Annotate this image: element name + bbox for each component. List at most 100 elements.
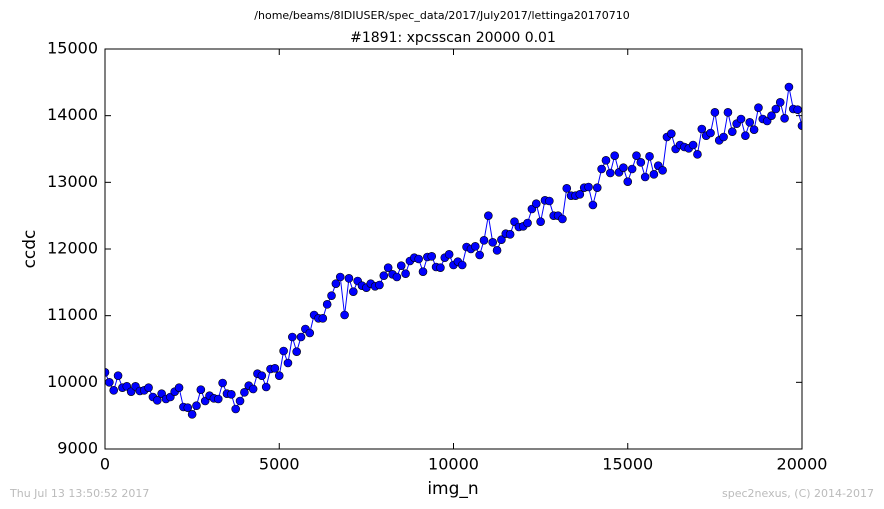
data-point — [196, 385, 206, 394]
data-point — [192, 401, 201, 410]
data-point — [636, 158, 646, 167]
data-point — [292, 347, 301, 356]
data-point — [235, 396, 245, 406]
data-point — [340, 310, 349, 320]
data-point — [261, 382, 271, 392]
data-point — [248, 384, 258, 394]
data-point — [414, 254, 423, 264]
data-point — [383, 263, 393, 272]
data-point — [584, 182, 593, 192]
footer-right: spec2nexus, (C) 2014-2017 — [722, 487, 874, 500]
data-point — [606, 168, 615, 178]
data-point — [335, 272, 345, 282]
data-point — [436, 263, 445, 272]
data-point — [767, 111, 776, 120]
data-point — [741, 131, 750, 140]
data-point — [658, 166, 667, 175]
data-point — [645, 152, 654, 161]
data-point — [558, 214, 567, 224]
data-point — [797, 121, 802, 130]
data-point — [775, 98, 785, 107]
data-point — [640, 172, 650, 182]
data-point — [144, 383, 153, 392]
data-point — [105, 368, 110, 377]
data-point — [706, 128, 715, 138]
data-point — [227, 390, 236, 399]
data-point — [444, 250, 454, 259]
data-point — [793, 105, 802, 114]
data-point — [283, 358, 293, 368]
data-point — [470, 242, 480, 251]
data-point — [627, 164, 637, 174]
data-point — [174, 383, 184, 392]
y-tick-label: 12000 — [47, 239, 98, 258]
data-point — [754, 103, 763, 112]
data-point — [109, 386, 119, 395]
data-point — [632, 151, 641, 160]
data-point — [274, 371, 284, 380]
x-tick-label: 0 — [100, 455, 110, 474]
data-point — [610, 151, 619, 160]
data-point — [231, 404, 240, 414]
data-point — [187, 410, 197, 419]
data-point — [270, 364, 280, 373]
chart-title: #1891: xpcsscan 20000 0.01 — [350, 30, 556, 46]
data-point — [392, 272, 402, 282]
data-point — [619, 163, 628, 172]
y-axis-label: ccdc — [20, 230, 40, 269]
data-point — [784, 82, 794, 92]
footer-left: Thu Jul 13 13:50:52 2017 — [9, 487, 149, 500]
data-point — [152, 396, 162, 405]
data-point — [601, 156, 611, 165]
data-point — [727, 127, 737, 136]
data-point — [484, 211, 493, 220]
x-tick-label: 20000 — [777, 455, 828, 474]
data-point — [479, 236, 489, 245]
y-tick-label: 13000 — [47, 172, 98, 191]
data-point — [505, 230, 515, 239]
x-tick-label: 5000 — [259, 455, 300, 474]
y-tick-label: 11000 — [47, 305, 98, 324]
data-point — [379, 271, 389, 280]
data-point — [649, 170, 659, 179]
y-tick-label: 9000 — [57, 439, 98, 458]
data-point — [322, 300, 332, 309]
data-point — [296, 332, 306, 342]
axes-frame — [104, 48, 803, 450]
data-point — [488, 238, 498, 247]
data-point — [531, 199, 541, 208]
axes: 0 5000 10000 15000 20000 9000 10000 11000 12000 1… — [47, 39, 827, 474]
plot-area — [105, 82, 802, 419]
data-point — [257, 371, 267, 380]
data-point — [562, 184, 572, 193]
data-point — [492, 246, 502, 255]
data-point — [693, 150, 702, 159]
data-point — [523, 218, 532, 228]
data-point — [375, 280, 384, 290]
data-point — [723, 108, 733, 117]
data-point — [113, 371, 123, 380]
data-point — [327, 291, 336, 300]
data-point — [736, 114, 746, 124]
data-point — [749, 125, 759, 134]
data-point — [697, 124, 707, 134]
y-tick-label: 15000 — [47, 39, 98, 58]
data-point — [780, 114, 789, 123]
data-point — [331, 279, 341, 288]
data-point — [575, 190, 585, 199]
data-point — [457, 260, 467, 270]
data-point — [475, 250, 484, 260]
data-point — [427, 252, 437, 261]
data-point — [623, 177, 633, 186]
x-tick-label: 15000 — [602, 455, 653, 474]
suptitle: /home/beams/8IDIUSER/spec_data/2017/July… — [254, 9, 629, 22]
data-point — [588, 200, 598, 210]
y-tick-label: 10000 — [47, 372, 98, 391]
data-point — [745, 118, 755, 127]
data-point — [318, 314, 328, 323]
data-point — [719, 132, 728, 142]
data-point — [771, 104, 781, 114]
data-point — [418, 267, 428, 276]
data-line — [105, 86, 802, 416]
